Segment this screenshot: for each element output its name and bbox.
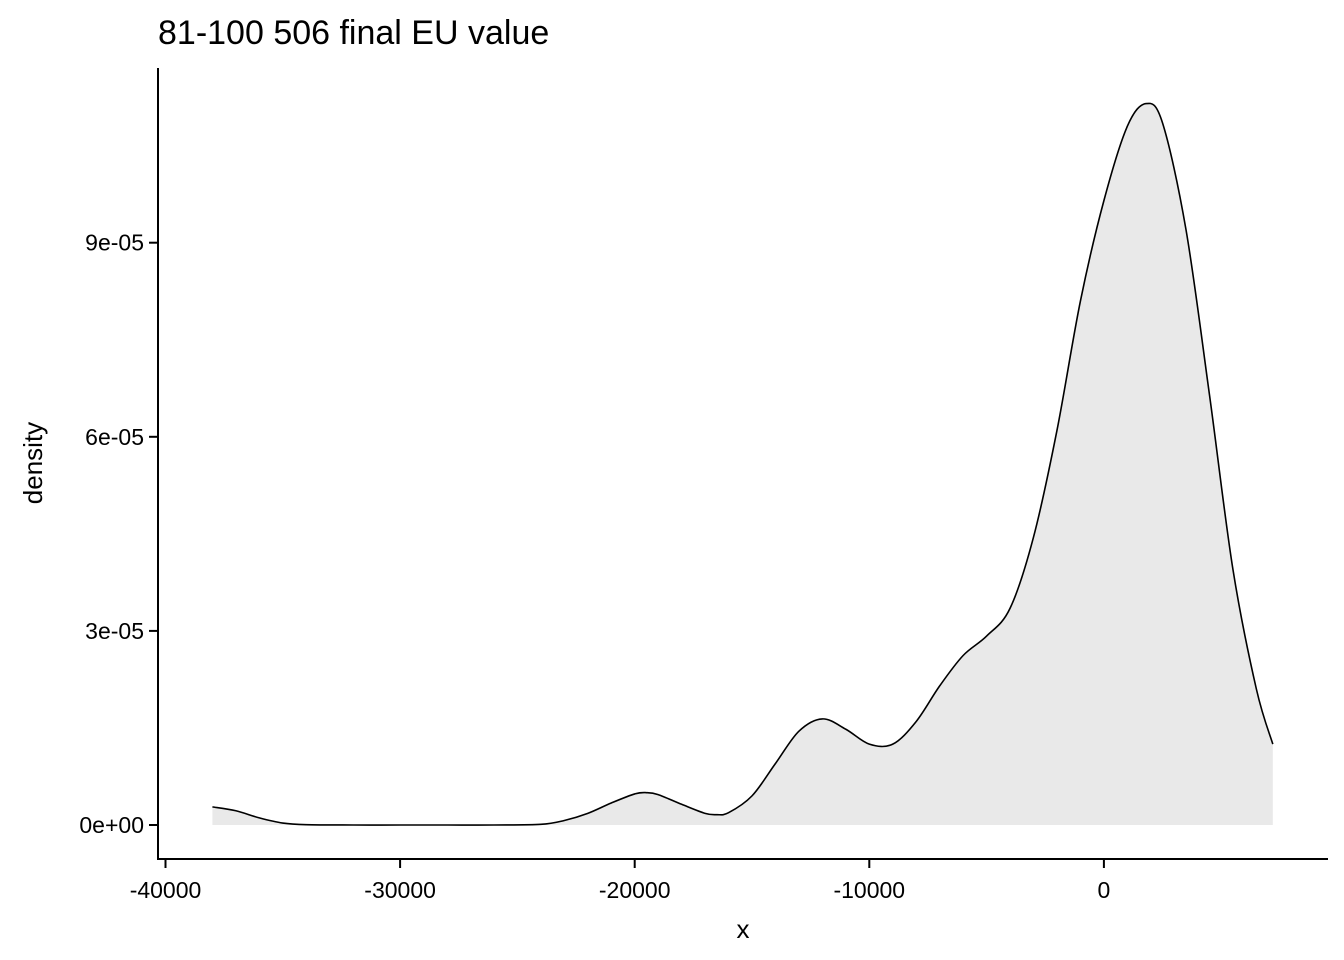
y-axis-label: density <box>18 422 48 504</box>
y-tick-label: 0e+00 <box>79 812 144 838</box>
y-tick-label: 3e-05 <box>85 618 144 644</box>
y-tick-label: 9e-05 <box>85 230 144 256</box>
density-area <box>212 103 1273 826</box>
x-tick-label: -10000 <box>833 877 905 903</box>
x-axis-ticks: -40000 -30000 -20000 -10000 0 <box>130 859 1111 903</box>
x-tick-label: -40000 <box>130 877 202 903</box>
x-tick-label: 0 <box>1098 877 1111 903</box>
x-axis-label: x <box>737 914 750 944</box>
x-tick-label: -20000 <box>599 877 671 903</box>
chart-title: 81-100 506 final EU value <box>158 14 549 52</box>
y-axis-ticks: 0e+00 3e-05 6e-05 9e-05 <box>79 230 158 838</box>
plot-area <box>212 102 1274 826</box>
y-tick-label: 6e-05 <box>85 424 144 450</box>
x-tick-label: -30000 <box>364 877 436 903</box>
density-curve <box>212 102 1274 826</box>
